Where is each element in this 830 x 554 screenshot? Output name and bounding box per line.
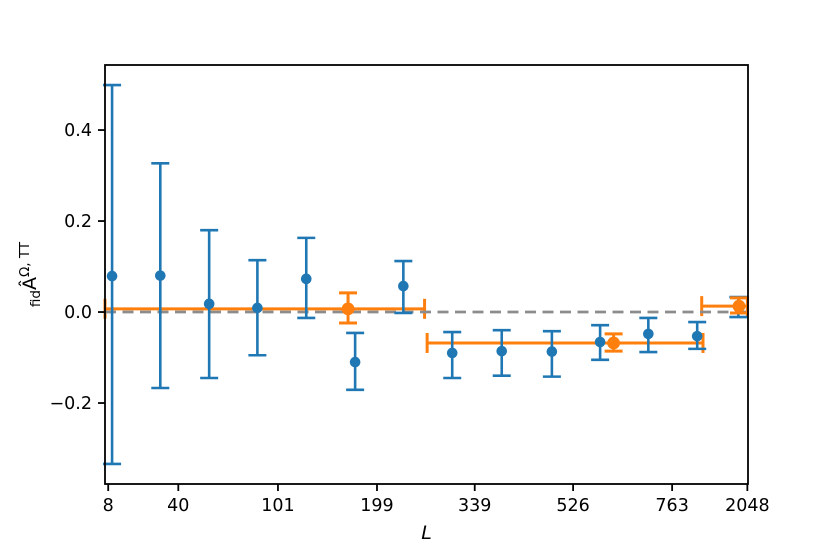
- x-axis-label: L: [421, 522, 432, 544]
- x-tick-label: 40: [167, 496, 189, 516]
- blue-data-point: [496, 345, 508, 357]
- y-tick-label: −0.2: [50, 394, 93, 414]
- x-tick-label: 339: [458, 496, 491, 516]
- blue-data-point: [398, 280, 409, 292]
- x-tick-label: 8: [103, 496, 114, 516]
- blue-data-point: [349, 356, 361, 368]
- orange-data-point: [341, 302, 355, 316]
- blue-data-point: [446, 347, 458, 359]
- blue-data-point: [106, 270, 118, 282]
- y-axis-label: fidÂΩ, TT: [17, 241, 44, 307]
- y-axis-label-subscript: fid: [28, 290, 44, 307]
- y-tick-label: 0.2: [64, 212, 92, 232]
- blue-data-point: [643, 328, 654, 340]
- y-axis-label-superscript: Ω, TT: [17, 241, 33, 277]
- blue-data-point: [594, 336, 606, 348]
- blue-data-point: [252, 302, 263, 314]
- blue-data-point: [203, 298, 215, 310]
- x-tick-label: 2048: [725, 496, 770, 516]
- orange-data-point: [732, 299, 746, 313]
- y-tick-label: 0.4: [64, 121, 92, 141]
- y-axis-label-base: Â: [18, 277, 41, 290]
- x-tick-label: 763: [655, 496, 688, 516]
- x-tick-label: 101: [261, 496, 294, 516]
- blue-data-point: [691, 330, 703, 342]
- blue-data-point: [154, 270, 166, 281]
- x-tick-label: 199: [360, 496, 393, 516]
- blue-data-point: [300, 273, 312, 285]
- y-tick-label: 0.0: [64, 303, 92, 323]
- orange-data-point: [607, 336, 621, 350]
- blue-data-point: [546, 346, 558, 357]
- axes-frame: [104, 64, 749, 485]
- x-tick-label: 526: [556, 496, 589, 516]
